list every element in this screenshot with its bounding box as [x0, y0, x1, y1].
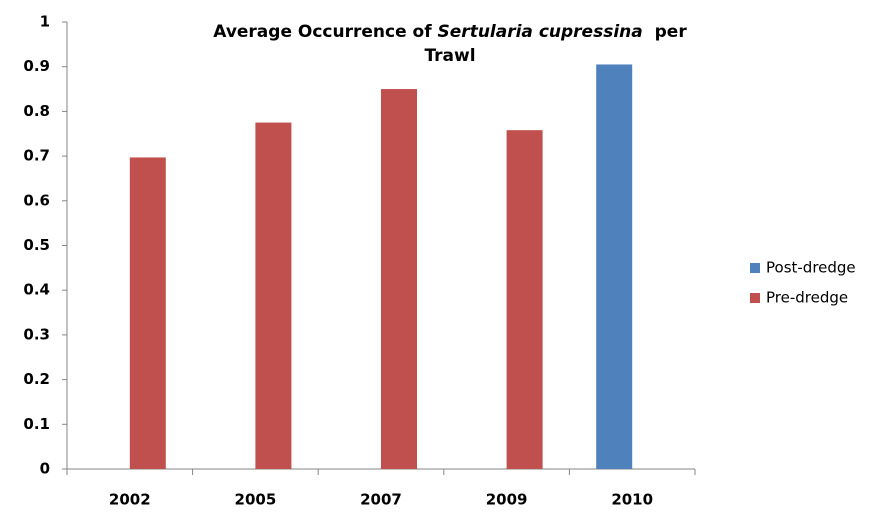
- bar: [506, 130, 543, 469]
- x-tick-label: 2009: [486, 491, 528, 509]
- title-part: Average Occurrence of: [213, 22, 432, 42]
- x-tick-label: 2010: [611, 491, 653, 509]
- bar: [381, 89, 417, 470]
- legend-swatch: [750, 293, 760, 303]
- y-tick-label: 0.4: [23, 281, 50, 299]
- chart-title: Average Occurrence of Sertularia cupress…: [213, 22, 687, 42]
- y-tick-label: 0.1: [23, 415, 50, 433]
- title-part: Sertularia cupressina: [438, 22, 643, 42]
- x-tick-label: 2005: [235, 491, 277, 509]
- x-tick-label: 2007: [360, 491, 402, 509]
- bar: [129, 157, 166, 470]
- legend-label: Pre-dredge: [766, 289, 848, 307]
- bar: [596, 64, 633, 469]
- y-tick-label: 0.2: [23, 370, 50, 388]
- y-tick-label: 0.5: [23, 236, 50, 254]
- x-tick-label: 2002: [109, 491, 151, 509]
- legend-swatch: [750, 263, 760, 273]
- y-tick-label: 0.6: [23, 191, 50, 209]
- y-tick-label: 0.7: [23, 147, 50, 165]
- chart-title: Trawl: [424, 46, 475, 66]
- legend-label: Post-dredge: [766, 259, 856, 277]
- y-tick-label: 0.8: [23, 102, 50, 120]
- y-tick-label: 0.3: [23, 325, 50, 343]
- bar: [255, 122, 292, 469]
- y-tick-label: 0.9: [23, 57, 50, 75]
- y-tick-label: 0: [40, 460, 50, 478]
- title-part: per: [655, 22, 688, 42]
- y-tick-label: 1: [40, 13, 50, 31]
